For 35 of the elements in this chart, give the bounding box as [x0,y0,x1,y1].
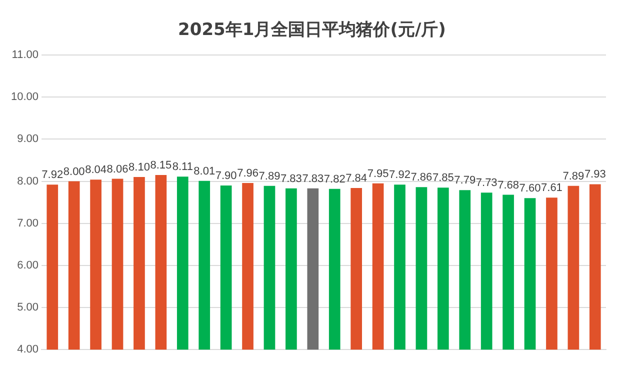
y-tick-label: 4.00 [17,344,39,356]
data-label: 7.92 [389,169,410,182]
data-label: 8.06 [106,163,128,176]
data-label: 7.89 [562,170,584,182]
data-label: 7.90 [215,170,237,182]
data-label: 7.96 [237,167,258,180]
data-label: 7.73 [476,177,498,190]
data-label: 7.89 [258,170,280,182]
y-tick-label: 10.00 [10,91,39,104]
data-label: 7.79 [454,174,476,187]
data-label: 7.82 [324,173,346,186]
chart-title: 2025年1月全国日平均猪价(元/斤) [177,19,447,41]
data-label: 8.10 [128,162,150,174]
data-label: 7.85 [432,172,454,184]
y-tick-label: 5.00 [17,302,39,314]
data-label: 7.83 [280,172,302,185]
y-tick-label: 6.00 [17,259,39,272]
data-label: 7.68 [498,179,520,192]
data-label: 7.95 [367,168,389,180]
data-label: 7.60 [519,182,541,195]
data-label: 8.11 [172,161,193,174]
data-label: 8.01 [194,165,216,178]
data-label: 8.04 [85,164,107,176]
data-label: 7.84 [346,172,368,185]
y-tick-label: 9.00 [17,133,39,146]
data-label: 7.92 [42,169,64,182]
y-tick-label: 11.00 [12,49,39,62]
data-label: 7.93 [584,168,606,181]
data-label: 7.83 [302,172,324,185]
y-tick-label: 7.00 [17,217,39,230]
data-label: 7.61 [541,182,562,194]
data-label: 8.15 [150,159,172,172]
data-label: 7.86 [410,172,432,184]
y-tick-label: 8.00 [17,175,39,188]
data-label: 8.00 [63,166,85,178]
